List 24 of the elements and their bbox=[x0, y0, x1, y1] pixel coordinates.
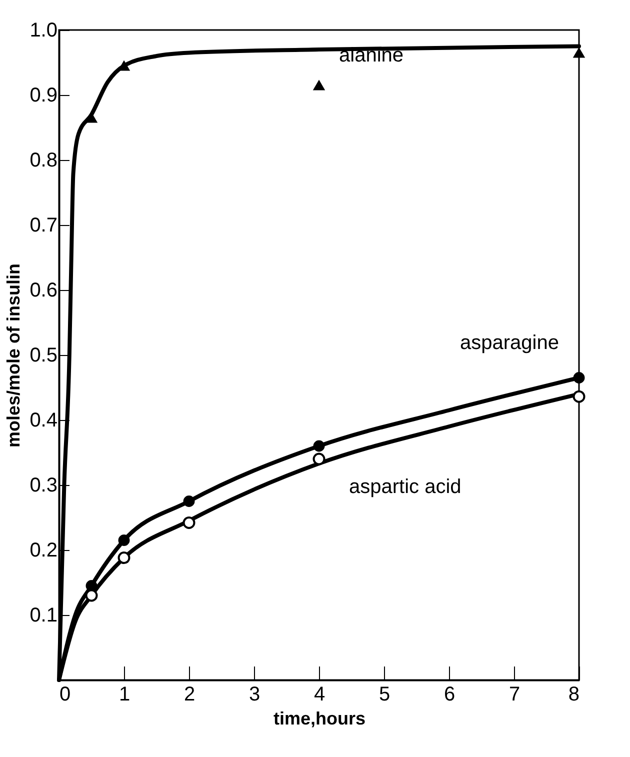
y-tick-label: 1.0 bbox=[30, 20, 58, 42]
x-tick-label: 3 bbox=[248, 684, 260, 706]
x-tick-label: 4 bbox=[314, 684, 326, 706]
x-tick-label: 0 bbox=[60, 684, 71, 706]
x-axis-title: time,hours bbox=[273, 708, 366, 728]
y-axis-title: moles/mole of insulin bbox=[4, 263, 24, 448]
x-tick-label: 5 bbox=[378, 684, 390, 706]
y-tick-label: 0.9 bbox=[30, 84, 58, 106]
y-tick-label: 0.3 bbox=[30, 474, 58, 496]
series-label: alanine bbox=[339, 44, 404, 66]
x-tick-label: 8 bbox=[568, 684, 580, 706]
x-tick-label: 6 bbox=[444, 684, 456, 706]
y-tick-label: 0.2 bbox=[30, 540, 58, 562]
y-tick-label: 0.8 bbox=[30, 150, 58, 172]
y-tick-label: 0.6 bbox=[30, 280, 58, 302]
series-label: asparagine bbox=[460, 332, 559, 354]
y-tick-label: 0.5 bbox=[30, 344, 58, 366]
y-tick-label: 0.4 bbox=[30, 410, 58, 432]
series-label: aspartic acid bbox=[349, 476, 462, 498]
x-tick-label: 7 bbox=[508, 684, 520, 706]
y-tick-label: 0.7 bbox=[30, 214, 58, 236]
x-tick-label: 1 bbox=[118, 684, 130, 706]
x-tick-label: 2 bbox=[184, 684, 196, 706]
y-tick-label: 0.1 bbox=[30, 604, 58, 626]
